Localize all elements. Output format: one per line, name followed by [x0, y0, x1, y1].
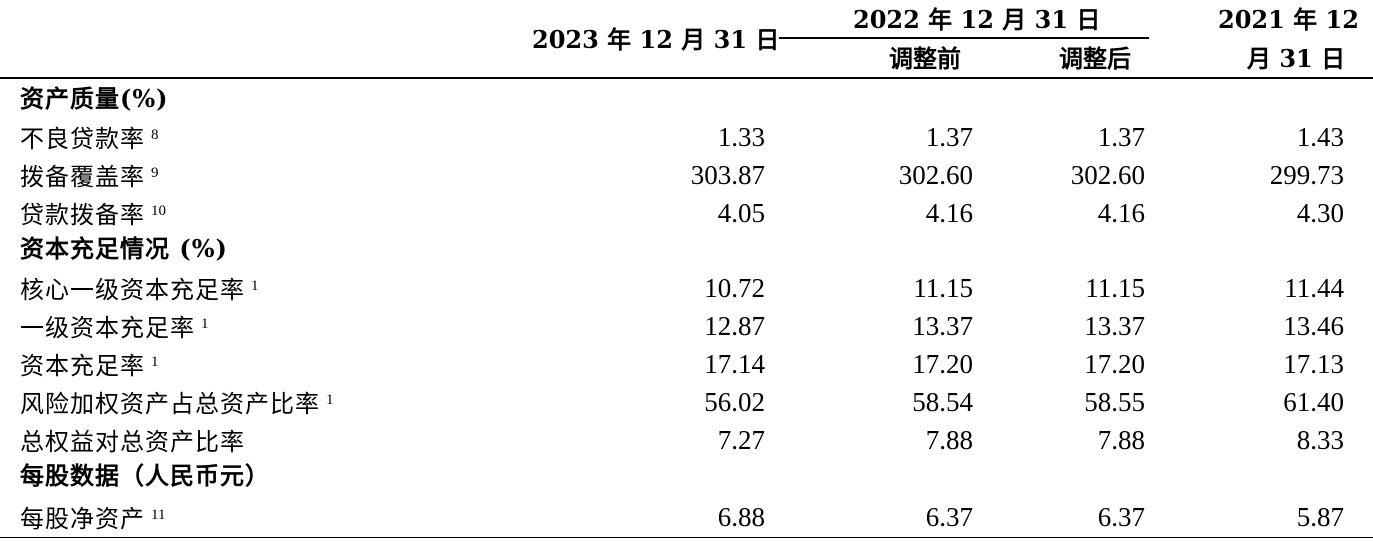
value-2022-after: 6.37 — [1097, 502, 1145, 532]
footnote-ref: 8 — [151, 127, 159, 143]
row-label-text: 不良贷款率 — [20, 125, 145, 153]
header-divider — [0, 77, 1373, 79]
footnote-ref: 9 — [151, 165, 159, 181]
value-2022-before: 11.15 — [913, 273, 973, 303]
footnote-ref: 1 — [251, 278, 259, 294]
row-label: 核心一级资本充足率 1 — [20, 275, 259, 305]
table-bottom-rule — [0, 537, 1373, 538]
value-2023: 4.05 — [717, 198, 765, 228]
row-label-text: 每股净资产 — [20, 505, 145, 533]
row-label-text: 核心一级资本充足率 — [20, 276, 245, 304]
footnote-ref: 11 — [151, 507, 166, 523]
value-2022-after: 11.15 — [1085, 273, 1145, 303]
section-title: 资产质量(%) — [20, 84, 169, 114]
value-2023: 6.88 — [717, 502, 765, 532]
value-2022-before: 302.60 — [898, 160, 973, 190]
value-2021: 17.13 — [1283, 349, 1344, 379]
footnote-ref: 1 — [326, 392, 334, 408]
value-2022-before: 4.16 — [925, 198, 973, 228]
value-2021: 299.73 — [1269, 160, 1344, 190]
value-2022-after: 17.20 — [1084, 349, 1145, 379]
header-col-2021-line2: 月 31 日 — [1247, 44, 1346, 73]
row-label-text: 资产质量(%) — [20, 84, 169, 113]
value-2023: 17.14 — [704, 349, 765, 379]
header-col-2022-after: 调整后 — [1059, 44, 1131, 73]
value-2021: 5.87 — [1296, 502, 1344, 532]
value-2021: 8.33 — [1296, 425, 1344, 455]
row-label: 资本充足率 1 — [20, 351, 159, 381]
header-col-2022-group: 2022 年 12 月 31 日 — [853, 5, 1101, 34]
row-label-text: 资本充足率 — [20, 352, 145, 380]
value-2023: 10.72 — [704, 273, 765, 303]
value-2023: 1.33 — [717, 122, 765, 152]
row-label: 总权益对总资产比率 — [20, 427, 245, 457]
section-title: 资本充足情况 (%) — [20, 234, 228, 264]
value-2021: 11.44 — [1284, 273, 1344, 303]
row-label-text: 每股数据（人民币元） — [20, 461, 270, 490]
value-2023: 7.27 — [717, 425, 765, 455]
section-title: 每股数据（人民币元） — [20, 461, 270, 491]
footnote-ref: 1 — [201, 316, 209, 332]
value-2022-after: 7.88 — [1097, 425, 1145, 455]
header-2022-underline — [779, 37, 1149, 39]
value-2023: 56.02 — [704, 387, 765, 417]
row-label-text: 风险加权资产占总资产比率 — [20, 390, 320, 418]
value-2022-after: 4.16 — [1097, 198, 1145, 228]
row-label: 风险加权资产占总资产比率 1 — [20, 389, 334, 419]
value-2022-before: 13.37 — [912, 311, 973, 341]
value-2022-after: 302.60 — [1070, 160, 1145, 190]
row-label: 拨备覆盖率 9 — [20, 162, 159, 192]
value-2023: 12.87 — [704, 311, 765, 341]
row-label: 每股净资产 11 — [20, 504, 165, 534]
row-label-text: 资本充足情况 (%) — [20, 234, 228, 263]
value-2021: 4.30 — [1296, 198, 1344, 228]
value-2022-before: 17.20 — [912, 349, 973, 379]
value-2022-before: 7.88 — [925, 425, 973, 455]
row-label: 一级资本充足率 1 — [20, 313, 209, 343]
value-2022-after: 58.55 — [1084, 387, 1145, 417]
row-label: 不良贷款率 8 — [20, 124, 159, 154]
header-col-2022-before: 调整前 — [889, 44, 961, 73]
value-2022-after: 13.37 — [1084, 311, 1145, 341]
footnote-ref: 1 — [151, 354, 159, 370]
header-col-2023: 2023 年 12 月 31 日 — [532, 25, 780, 54]
row-label-text: 总权益对总资产比率 — [20, 428, 245, 456]
value-2021: 1.43 — [1296, 122, 1344, 152]
value-2021: 13.46 — [1283, 311, 1344, 341]
value-2022-before: 1.37 — [925, 122, 973, 152]
footnote-ref: 10 — [151, 203, 166, 219]
row-label-text: 一级资本充足率 — [20, 314, 195, 342]
row-label-text: 贷款拨备率 — [20, 201, 145, 229]
value-2023: 303.87 — [690, 160, 765, 190]
header-col-2021-line1: 2021 年 12 — [1218, 5, 1359, 34]
row-label-text: 拨备覆盖率 — [20, 163, 145, 191]
value-2022-before: 6.37 — [925, 502, 973, 532]
value-2022-after: 1.37 — [1097, 122, 1145, 152]
value-2021: 61.40 — [1283, 387, 1344, 417]
value-2022-before: 58.54 — [912, 387, 973, 417]
row-label: 贷款拨备率 10 — [20, 200, 166, 230]
